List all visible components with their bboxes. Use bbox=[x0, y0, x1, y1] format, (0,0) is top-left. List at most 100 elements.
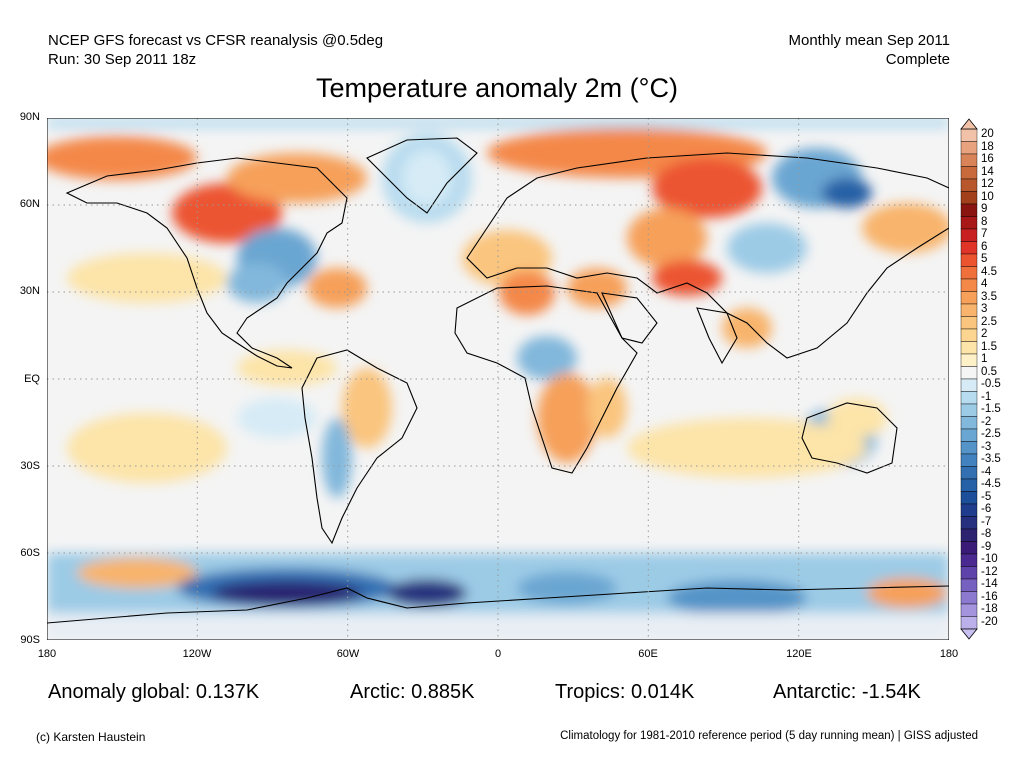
colorbar-cell bbox=[960, 578, 978, 592]
colorbar-cell bbox=[960, 141, 978, 155]
model-title: NCEP GFS forecast vs CFSR reanalysis @0.… bbox=[48, 32, 384, 49]
map-gridlines bbox=[47, 118, 949, 640]
colorbar-label: 3 bbox=[981, 303, 988, 316]
tropics-anomaly: Tropics: 0.014K bbox=[555, 681, 695, 703]
colorbar-cell bbox=[960, 428, 978, 442]
colorbar bbox=[960, 118, 978, 640]
colorbar-cell bbox=[960, 291, 978, 305]
lat-label-90s: 90S bbox=[20, 634, 40, 646]
colorbar-cells bbox=[960, 128, 978, 630]
run-time: Run: 30 Sep 2011 18z bbox=[48, 51, 197, 68]
colorbar-bottom-arrow bbox=[960, 628, 978, 640]
colorbar-cell bbox=[960, 253, 978, 267]
colorbar-label: 4.5 bbox=[981, 265, 997, 278]
colorbar-cell bbox=[960, 466, 978, 480]
completeness-label: Complete bbox=[885, 51, 950, 68]
colorbar-label: -20 bbox=[981, 615, 998, 628]
arabia-outline bbox=[601, 292, 658, 344]
copyright: (c) Karsten Haustein bbox=[36, 730, 146, 744]
colorbar-label: -9 bbox=[981, 540, 992, 553]
colorbar-label: -7 bbox=[981, 515, 992, 528]
lon-label-60e: 60E bbox=[638, 648, 658, 660]
colorbar-label: 0.5 bbox=[981, 365, 997, 378]
colorbar-label: 2 bbox=[981, 328, 988, 341]
colorbar-cell bbox=[960, 503, 978, 517]
lat-label-30n: 30N bbox=[19, 285, 40, 297]
colorbar-label: -1.5 bbox=[981, 403, 1001, 416]
south-america-outline bbox=[301, 349, 418, 545]
colorbar-cell bbox=[960, 441, 978, 455]
colorbar-cell bbox=[960, 516, 978, 530]
eurasia-outline bbox=[466, 152, 949, 359]
colorbar-cell bbox=[960, 316, 978, 330]
australia-outline bbox=[801, 402, 898, 474]
lon-label-180w: 180 bbox=[37, 648, 57, 660]
colorbar-label: -0.5 bbox=[981, 378, 1001, 391]
colorbar-cell bbox=[960, 228, 978, 242]
colorbar-label: -3 bbox=[981, 440, 992, 453]
colorbar-cell bbox=[960, 603, 978, 617]
colorbar-cell bbox=[960, 328, 978, 342]
antarctica-outline bbox=[47, 585, 949, 624]
colorbar-label: 6 bbox=[981, 240, 988, 253]
colorbar-cell bbox=[960, 216, 978, 230]
colorbar-label: -12 bbox=[981, 565, 998, 578]
lon-label-60w: 60W bbox=[336, 648, 360, 660]
colorbar-cell bbox=[960, 166, 978, 180]
climatology-note: Climatology for 1981-2010 reference peri… bbox=[560, 730, 978, 742]
colorbar-cell bbox=[960, 241, 978, 255]
colorbar-cell bbox=[960, 591, 978, 605]
antarctic-anomaly: Antarctic: -1.54K bbox=[773, 681, 921, 703]
colorbar-label: 9 bbox=[981, 203, 988, 216]
colorbar-label: 4 bbox=[981, 278, 988, 291]
colorbar-cell bbox=[960, 541, 978, 555]
colorbar-label: -8 bbox=[981, 528, 992, 541]
colorbar-label: 20 bbox=[981, 128, 994, 141]
colorbar-label: 5 bbox=[981, 253, 988, 266]
colorbar-label: 8 bbox=[981, 215, 988, 228]
lat-label-30s: 30S bbox=[20, 460, 40, 472]
lon-label-0: 0 bbox=[494, 648, 502, 660]
lon-label-180e: 180 bbox=[939, 648, 959, 660]
colorbar-label: -10 bbox=[981, 553, 998, 566]
colorbar-cell bbox=[960, 278, 978, 292]
anomaly-field bbox=[47, 118, 949, 640]
lat-label-eq: EQ bbox=[24, 373, 40, 385]
colorbar-label: 3.5 bbox=[981, 290, 997, 303]
lat-label-60s: 60S bbox=[20, 547, 40, 559]
period-info: Monthly mean Sep 2011 Complete bbox=[789, 31, 951, 69]
arctic-anomaly: Arctic: 0.885K bbox=[350, 681, 475, 703]
colorbar-label: 7 bbox=[981, 228, 988, 241]
colorbar-label: -5 bbox=[981, 490, 992, 503]
colorbar-cell bbox=[960, 403, 978, 417]
colorbar-cell bbox=[960, 491, 978, 505]
colorbar-cell bbox=[960, 566, 978, 580]
global-anomaly: Anomaly global: 0.137K bbox=[48, 681, 260, 703]
colorbar-cell bbox=[960, 353, 978, 367]
greenland-outline bbox=[366, 137, 478, 214]
colorbar-cell bbox=[960, 553, 978, 567]
north-america-outline bbox=[65, 157, 348, 369]
colorbar-label: -2.5 bbox=[981, 428, 1001, 441]
coastlines bbox=[47, 137, 949, 624]
colorbar-cell bbox=[960, 528, 978, 542]
colorbar-cell bbox=[960, 616, 978, 630]
colorbar-label: 12 bbox=[981, 178, 994, 191]
colorbar-label: -18 bbox=[981, 603, 998, 616]
lon-label-120w: 120W bbox=[182, 648, 212, 660]
colorbar-label: -6 bbox=[981, 503, 992, 516]
colorbar-top-arrow bbox=[960, 118, 978, 130]
colorbar-cell bbox=[960, 178, 978, 192]
colorbar-label: 14 bbox=[981, 165, 994, 178]
colorbar-cell bbox=[960, 378, 978, 392]
model-run-info: NCEP GFS forecast vs CFSR reanalysis @0.… bbox=[48, 31, 383, 69]
period-label: Monthly mean Sep 2011 bbox=[788, 32, 951, 49]
colorbar-label: 10 bbox=[981, 190, 994, 203]
india-outline bbox=[696, 307, 738, 365]
colorbar-label: 16 bbox=[981, 153, 994, 166]
colorbar-label: 1.5 bbox=[981, 340, 997, 353]
colorbar-cell bbox=[960, 266, 978, 280]
colorbar-cell bbox=[960, 416, 978, 430]
colorbar-label: 18 bbox=[981, 140, 994, 153]
colorbar-cell bbox=[960, 366, 978, 380]
